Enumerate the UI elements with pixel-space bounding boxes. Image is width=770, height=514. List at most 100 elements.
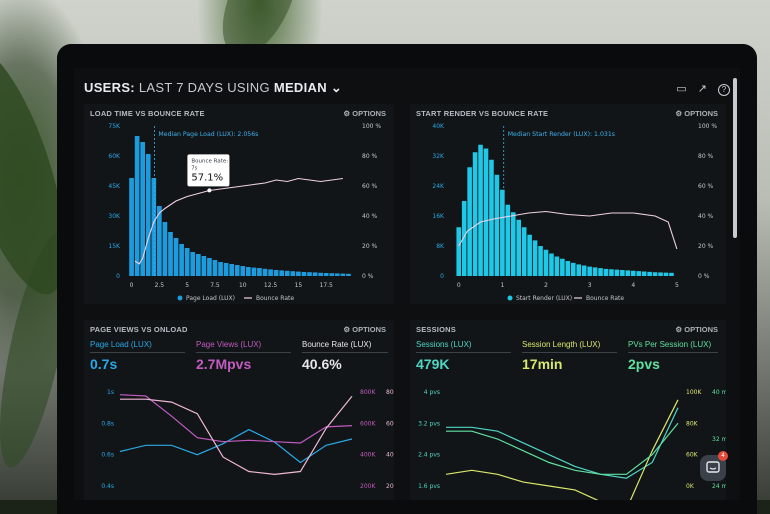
chart-bar bbox=[505, 204, 511, 276]
chart-bar bbox=[334, 273, 340, 276]
monitor-icon[interactable]: ▭ bbox=[676, 83, 687, 95]
chart-bar bbox=[240, 266, 246, 276]
chart-bar bbox=[157, 206, 162, 276]
x-tick-label: 12.5 bbox=[264, 282, 278, 289]
chart-bar bbox=[581, 265, 587, 276]
chart-bar bbox=[489, 159, 494, 276]
series-line bbox=[445, 399, 679, 500]
chart-bar bbox=[296, 271, 301, 276]
legend-swatch bbox=[507, 295, 513, 301]
chart-bar bbox=[652, 272, 658, 276]
y-tick-label: 0 bbox=[440, 273, 444, 280]
legend-label: Bounce Rate bbox=[256, 295, 294, 302]
chart-bar bbox=[301, 272, 307, 276]
panel-title: LOAD TIME VS BOUNCE RATE bbox=[90, 109, 205, 118]
chart-bar bbox=[257, 268, 262, 276]
title-prefix: USERS: bbox=[84, 80, 135, 95]
options-button[interactable]: ⚙ OPTIONS bbox=[343, 109, 386, 118]
y3-tick-label: 32 min bbox=[712, 436, 726, 443]
chart-bar bbox=[251, 267, 257, 276]
title-using: USING bbox=[227, 80, 270, 95]
chart-bar bbox=[168, 232, 173, 276]
chart-bar bbox=[340, 273, 346, 276]
x-tick-label: 7.5 bbox=[210, 282, 220, 289]
chart-bar bbox=[329, 273, 335, 276]
chart-bar bbox=[290, 271, 296, 276]
chart-bar bbox=[669, 272, 674, 276]
chart-bar bbox=[576, 264, 582, 276]
legend-label: Start Render (LUX) bbox=[516, 295, 572, 302]
chart-bar bbox=[173, 238, 179, 276]
options-button[interactable]: ⚙ OPTIONS bbox=[675, 109, 718, 118]
chart-bar bbox=[647, 271, 652, 276]
chart-bar bbox=[516, 219, 522, 276]
chart-bar bbox=[543, 249, 549, 276]
y-tick-label: 2.4 pvs bbox=[418, 452, 440, 459]
chart-bar bbox=[614, 269, 620, 276]
y2-tick-label: 20 % bbox=[698, 243, 714, 250]
scrollbar[interactable] bbox=[733, 78, 737, 238]
y2-tick-label: 0K bbox=[686, 483, 695, 490]
chart-bar bbox=[195, 254, 201, 276]
legend-label: Page Load (LUX) bbox=[186, 295, 235, 302]
x-tick-label: 5 bbox=[185, 282, 189, 289]
gear-icon: ⚙ bbox=[675, 109, 683, 118]
x-tick-label: 4 bbox=[631, 282, 635, 289]
options-button[interactable]: ⚙ OPTIONS bbox=[343, 325, 386, 334]
tooltip-point bbox=[207, 188, 212, 193]
chart-bar bbox=[307, 272, 312, 276]
chart-bar bbox=[190, 252, 196, 276]
chevron-down-icon[interactable]: ⌄ bbox=[330, 80, 343, 95]
panel-page-views: PAGE VIEWS VS ONLOAD ⚙ OPTIONS Page Load… bbox=[84, 320, 394, 500]
y2-tick-label: 20 % bbox=[362, 243, 378, 250]
chart-bar bbox=[500, 189, 505, 276]
y3-tick-label: 40 % bbox=[386, 452, 394, 459]
y2-tick-label: 0 % bbox=[698, 273, 710, 280]
chart-bar bbox=[279, 270, 285, 276]
kpi-label: Bounce Rate (LUX) bbox=[302, 340, 372, 349]
kpi-value: 2pvs bbox=[628, 356, 660, 372]
y2-tick-label: 40 % bbox=[362, 213, 378, 220]
start-render-chart: 0 8K 16K 24K 32K 40K 0 % 20 % 40 % 60 % 80 % 100 % 0… bbox=[432, 123, 717, 302]
y2-tick-label: 200K bbox=[360, 483, 376, 490]
x-tick-label: 17.5 bbox=[320, 282, 334, 289]
y-tick-label: 1.6 pvs bbox=[418, 483, 440, 490]
chart-bar bbox=[284, 270, 290, 276]
y-tick-label: 15K bbox=[108, 243, 121, 250]
median-label: Median Page Load (LUX): 2.056s bbox=[158, 131, 258, 138]
dashboard-title[interactable]: USERS: LAST 7 DAYS USING MEDIAN ⌄ bbox=[84, 80, 730, 96]
y2-tick-label: 80 % bbox=[362, 153, 378, 160]
y-tick-label: 45K bbox=[108, 183, 121, 190]
options-button[interactable]: ⚙ OPTIONS bbox=[675, 325, 718, 334]
chart-bar bbox=[318, 272, 323, 276]
sessions-chart: 1.6 pvs 2.4 pvs 3.2 pvs 4 pvs 0K 60K 80K 100K 24… bbox=[418, 389, 726, 500]
chart-bar bbox=[162, 222, 168, 276]
chart-bar bbox=[273, 270, 279, 276]
tooltip-sub: 7s bbox=[191, 165, 197, 171]
share-icon[interactable]: ↗ bbox=[697, 83, 707, 95]
header-icons: ▭ ↗ ? bbox=[668, 82, 730, 96]
y-tick-label: 0.8s bbox=[101, 420, 114, 427]
kpi-label: Session Length (LUX) bbox=[522, 340, 601, 349]
y-tick-label: 32K bbox=[432, 153, 445, 160]
chart-bar bbox=[663, 272, 669, 276]
y3-tick-label: 24 min bbox=[712, 483, 726, 490]
chart-bar bbox=[262, 268, 268, 276]
help-icon[interactable]: ? bbox=[718, 84, 730, 96]
y-tick-label: 0.6s bbox=[101, 452, 114, 459]
chart-bar bbox=[658, 272, 663, 276]
chart-bar bbox=[592, 267, 598, 276]
chart-bar bbox=[565, 261, 571, 276]
y2-tick-label: 80 % bbox=[698, 153, 714, 160]
chart-bar bbox=[456, 227, 462, 276]
y2-tick-label: 600K bbox=[360, 420, 376, 427]
tooltip-box bbox=[187, 154, 230, 187]
divider bbox=[302, 352, 388, 353]
panel-load-time: LOAD TIME VS BOUNCE RATE ⚙ OPTIONS 0 15K 3… bbox=[84, 104, 394, 304]
chart-bar bbox=[538, 246, 543, 276]
kpi-value: 17min bbox=[522, 356, 563, 372]
notification-badge: 4 bbox=[718, 451, 728, 461]
chart-bar bbox=[268, 269, 273, 276]
x-tick-label: 0 bbox=[130, 282, 134, 289]
title-range: LAST 7 DAYS bbox=[138, 80, 224, 95]
